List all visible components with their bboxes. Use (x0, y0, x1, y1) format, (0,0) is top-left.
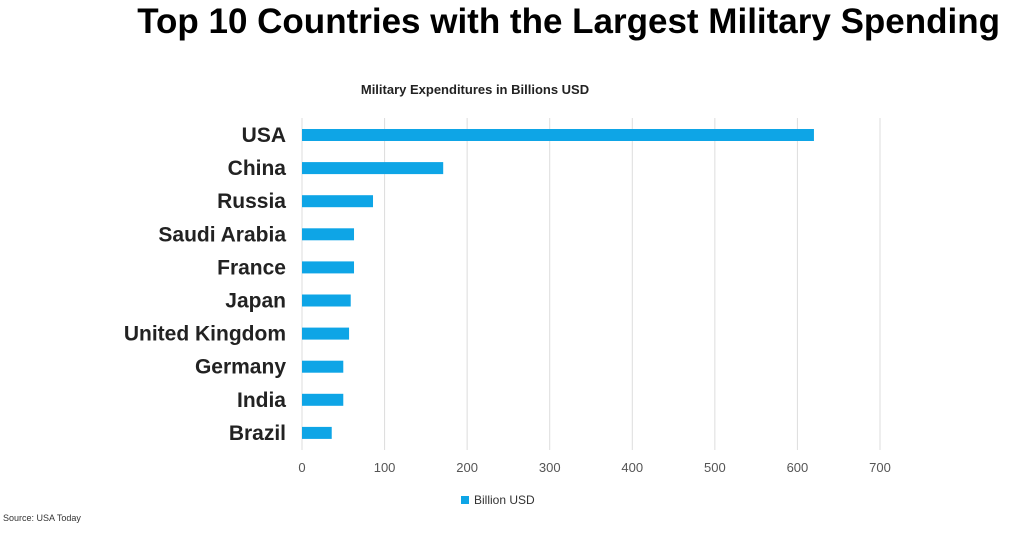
x-tick-label: 400 (621, 460, 643, 475)
bar (302, 162, 444, 175)
bar (302, 327, 350, 340)
legend: Billion USD (461, 493, 535, 507)
bar-layer (302, 129, 814, 439)
x-tick-label: 700 (869, 460, 891, 475)
page-title: Top 10 Countries with the Largest Milita… (137, 2, 1000, 41)
category-label: Saudi Arabia (158, 223, 286, 246)
category-label: Japan (225, 290, 286, 313)
category-label: France (217, 256, 286, 279)
x-tick-label: 300 (539, 460, 561, 475)
bar (302, 294, 351, 307)
x-tick-label: 500 (704, 460, 726, 475)
category-label: Russia (217, 190, 286, 213)
category-label: Germany (195, 356, 286, 379)
x-tick-label: 0 (298, 460, 305, 475)
bar (302, 129, 814, 141)
bar (302, 228, 355, 241)
category-label: India (237, 389, 286, 412)
category-label: United Kingdom (124, 323, 286, 346)
category-label: USA (242, 124, 286, 147)
chart-title: Military Expenditures in Billions USD (360, 82, 590, 97)
legend-label: Billion USD (474, 493, 535, 507)
tick-label-layer: 0 100 200 300 400 500 600 700 (298, 460, 890, 475)
bar (302, 261, 355, 274)
x-tick-label: 200 (456, 460, 478, 475)
category-label: China (228, 157, 287, 180)
bar (302, 393, 344, 406)
source-note: Source: USA Today (3, 513, 81, 523)
x-tick-label: 600 (787, 460, 809, 475)
bar (302, 360, 344, 373)
category-label: Brazil (229, 422, 286, 445)
bar (302, 426, 332, 439)
category-label-layer: USA China Russia Saudi Arabia France Japan Uni… (124, 124, 286, 445)
x-tick-label: 100 (374, 460, 396, 475)
bar (302, 195, 374, 208)
legend-swatch (461, 496, 469, 504)
